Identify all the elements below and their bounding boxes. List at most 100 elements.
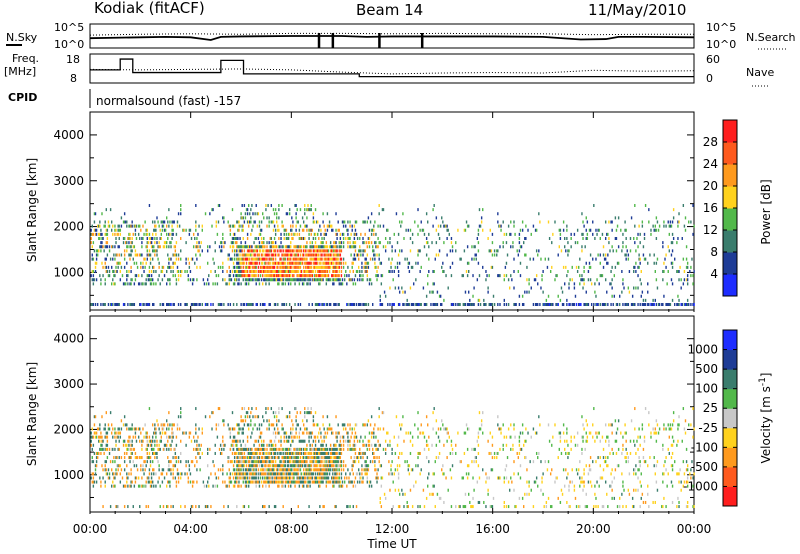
velocity-echo — [277, 484, 279, 488]
velocity-echo — [315, 464, 318, 468]
power-echo — [238, 282, 240, 286]
power-echo — [582, 220, 584, 224]
power-echo — [185, 228, 187, 232]
power-echo — [130, 265, 132, 269]
velocity-echo — [245, 468, 248, 472]
velocity-echo — [255, 460, 257, 464]
power-echo — [526, 265, 528, 269]
velocity-echo — [95, 460, 98, 464]
power-echo — [396, 261, 399, 265]
velocity-echo — [106, 472, 109, 476]
power-echo — [123, 237, 126, 240]
velocity-echo — [268, 423, 270, 427]
velocity-echo — [291, 480, 293, 484]
power-echo — [115, 253, 117, 257]
power-echo — [181, 270, 183, 273]
velocity-echo — [298, 464, 301, 468]
power-echo — [276, 220, 278, 224]
power-echo — [148, 274, 151, 278]
velocity-echo — [328, 447, 331, 451]
power-echo — [282, 253, 284, 257]
velocity-echo — [231, 447, 234, 451]
velocity-echo — [288, 472, 291, 476]
power-echo — [450, 274, 453, 278]
power-echo — [496, 249, 498, 253]
power-echo — [336, 257, 338, 261]
power-echo — [543, 303, 545, 306]
power-echo — [176, 270, 179, 273]
power-echo — [238, 257, 240, 261]
velocity-echo — [149, 443, 152, 447]
power-echo — [126, 224, 128, 228]
power-echo — [143, 303, 145, 306]
power-echo — [677, 224, 679, 228]
velocity-echo — [431, 492, 433, 496]
power-echo — [228, 265, 230, 269]
power-echo — [257, 237, 260, 240]
velocity-echo — [251, 447, 253, 451]
velocity-echo — [331, 476, 333, 480]
power-echo — [326, 253, 329, 257]
power-echo — [582, 278, 584, 282]
power-echo — [338, 274, 340, 278]
velocity-echo — [123, 456, 126, 460]
power-echo — [348, 278, 350, 282]
power-echo — [167, 253, 169, 257]
power-echo — [151, 278, 154, 282]
power-echo — [450, 237, 453, 240]
power-echo — [247, 245, 250, 249]
power-echo — [129, 224, 131, 228]
power-echo — [153, 249, 155, 253]
power-echo — [237, 270, 239, 273]
power-echo — [153, 282, 155, 286]
velocity-echo — [403, 439, 405, 443]
power-echo — [180, 204, 182, 207]
power-echo — [326, 224, 329, 228]
power-echo — [288, 253, 291, 257]
velocity-echo — [343, 476, 346, 480]
power-echo — [613, 294, 616, 298]
velocity-echo — [238, 484, 240, 488]
power-echo — [115, 237, 117, 240]
velocity-echo — [166, 443, 168, 447]
power-echo — [336, 265, 338, 269]
power-echo — [502, 220, 504, 224]
power-echo — [427, 282, 429, 286]
power-echo — [351, 265, 353, 269]
velocity-echo — [347, 423, 349, 427]
power-echo — [153, 303, 155, 306]
power-echo — [567, 241, 569, 245]
nave-tick-top: 60 — [706, 53, 720, 66]
velocity-echo — [162, 427, 165, 431]
power-echo — [347, 237, 349, 240]
power-echo — [364, 249, 366, 253]
velocity-echo — [335, 480, 337, 484]
power-echo — [133, 282, 136, 286]
velocity-echo — [352, 460, 354, 464]
power-echo — [280, 278, 282, 282]
velocity-echo — [310, 411, 312, 415]
velocity-echo — [229, 435, 232, 439]
velocity-echo — [242, 431, 244, 435]
velocity-echo — [128, 443, 130, 447]
power-echo — [206, 261, 209, 265]
power-echo — [228, 253, 230, 257]
velocity-echo — [170, 505, 172, 509]
power-echo — [252, 278, 254, 282]
power-echo — [187, 274, 189, 278]
velocity-echo — [154, 443, 156, 447]
power-echo — [255, 257, 257, 261]
velocity-echo — [350, 456, 352, 460]
velocity-echo — [298, 439, 301, 443]
power-echo — [172, 253, 174, 257]
power-echo — [154, 253, 156, 257]
velocity-echo — [113, 472, 115, 476]
velocity-echo — [433, 407, 435, 411]
power-echo — [163, 241, 166, 245]
velocity-echo — [310, 468, 312, 472]
power-echo — [493, 249, 496, 253]
velocity-echo — [244, 468, 247, 472]
power-echo — [322, 220, 324, 224]
power-echo — [369, 257, 372, 261]
power-echo — [239, 237, 241, 240]
